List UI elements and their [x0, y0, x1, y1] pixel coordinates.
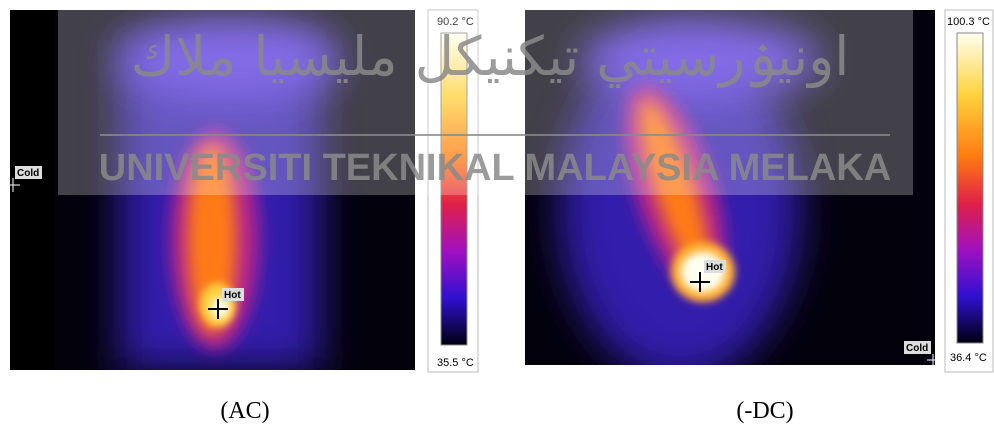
cold-label: Cold: [906, 343, 928, 354]
watermark-arabic: اونيۏرسيتي تيكنيكل مليسيا ملاك: [131, 25, 850, 88]
caption: (AC): [220, 398, 269, 424]
watermark-latin: UNIVERSITI TEKNIKAL MALAYSIA MELAKA: [99, 147, 891, 189]
watermark: اونيۏرسيتي تيكنيكل مليسيا ملاك UNIVERSIT…: [58, 10, 913, 195]
hot-label: Hot: [224, 290, 241, 301]
cold-label: Cold: [17, 168, 39, 179]
min-temp: 35.5 °C: [437, 357, 474, 369]
max-temp: 100.3 °C: [947, 16, 990, 28]
scale-panel-dc: 100.3 °C 36.4 °C: [945, 10, 993, 372]
min-temp: 36.4 °C: [950, 352, 987, 364]
figure: Cold Hot 90.2 °C 35.5 °C Hot Cold 100.3 …: [0, 0, 994, 425]
caption: (-DC): [736, 398, 793, 424]
color-scale: [957, 33, 983, 343]
hot-label: Hot: [706, 262, 723, 273]
